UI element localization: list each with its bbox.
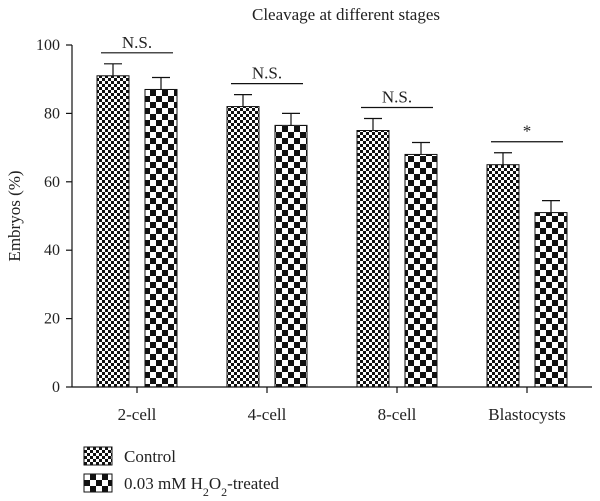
legend: Control 0.03 mM H2O2-treated <box>83 446 280 499</box>
significance-label: * <box>523 122 532 141</box>
x-tick-label: Blastocysts <box>488 405 565 424</box>
y-axis-label: Embryos (%) <box>5 170 24 261</box>
y-tick-label: 40 <box>44 242 60 259</box>
legend-swatch-control <box>83 446 113 466</box>
bar-treated <box>274 124 308 388</box>
y-axis: 0 20 40 60 80 100 <box>36 37 73 396</box>
significance-label: N.S. <box>382 88 412 107</box>
bar-treated <box>144 88 178 388</box>
bars <box>96 63 568 388</box>
chart-title: Cleavage at different stages <box>252 5 440 24</box>
x-axis: 2-cell 4-cell 8-cell Blastocysts <box>72 386 592 424</box>
legend-label-control: Control <box>124 447 176 466</box>
y-tick-label: 100 <box>36 37 60 54</box>
bar-control <box>486 164 520 388</box>
bar-control <box>96 75 130 388</box>
bar-control <box>356 130 390 388</box>
bar-treated <box>534 212 568 388</box>
y-tick-label: 0 <box>52 379 60 396</box>
y-tick-label: 60 <box>44 174 60 191</box>
legend-swatch-treated <box>83 473 113 493</box>
significance-label: N.S. <box>122 33 152 52</box>
bar-treated <box>404 153 438 388</box>
x-tick-label: 4-cell <box>248 405 287 424</box>
significance-label: N.S. <box>252 64 282 83</box>
significance-markers: N.S. N.S. N.S. * <box>101 33 563 143</box>
legend-label-treated: 0.03 mM H2O2-treated <box>124 474 280 499</box>
x-tick-label: 8-cell <box>378 405 417 424</box>
x-tick-label: 2-cell <box>118 405 157 424</box>
y-tick-label: 80 <box>44 105 60 122</box>
bar-control <box>226 106 260 388</box>
y-tick-label: 20 <box>44 311 60 328</box>
